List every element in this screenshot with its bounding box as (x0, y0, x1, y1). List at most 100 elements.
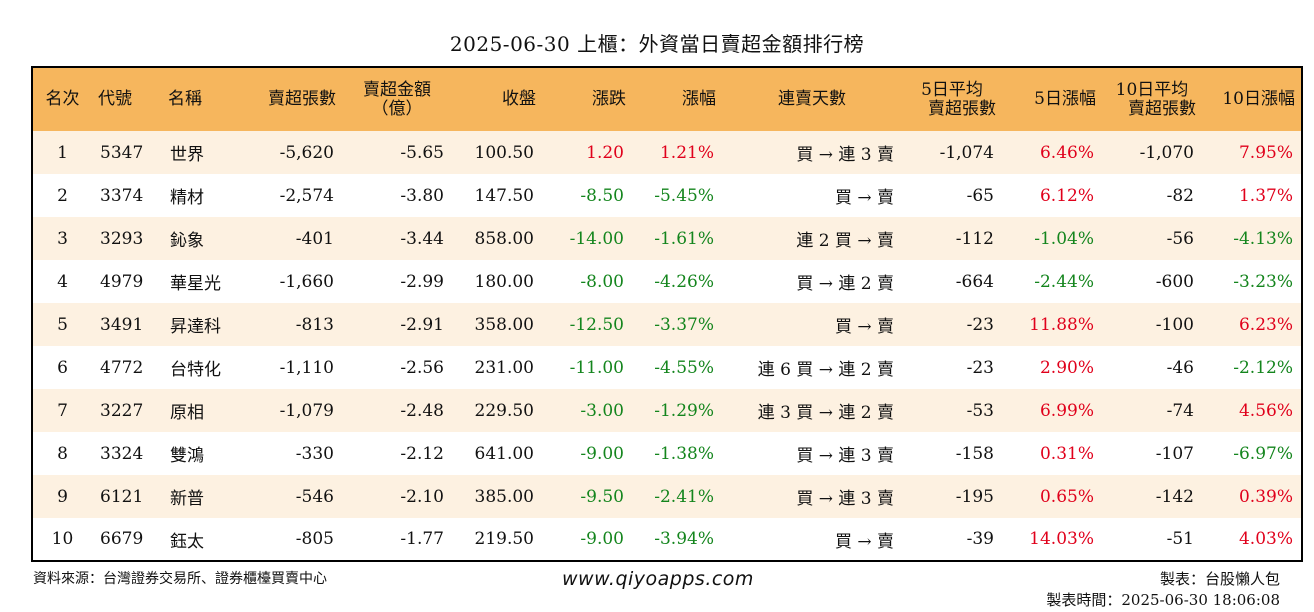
cell-code: 3293 (100, 228, 144, 249)
cell-streak: 買 → 連 3 賣 (796, 489, 894, 509)
cell-pct5: -1.04% (1034, 228, 1094, 249)
cell-sell-shares: -401 (295, 228, 334, 249)
cell-code: 3491 (100, 314, 144, 335)
cell-code: 5347 (100, 142, 144, 163)
cell-sell-amount: -5.65 (400, 142, 444, 163)
header-code: 代號 (98, 89, 132, 109)
cell-streak: 買 → 賣 (834, 531, 894, 552)
cell-streak: 買 → 賣 (834, 188, 894, 208)
cell-code: 6679 (100, 529, 144, 549)
website-link[interactable]: www.qiyoapps.com (562, 568, 754, 590)
cell-rank: 7 (57, 400, 68, 421)
cell-streak: 連 6 買 → 連 2 賣 (757, 360, 894, 380)
cell-change-pct: -3.94% (654, 529, 714, 549)
cell-rank: 3 (57, 228, 68, 249)
cell-close: 180.00 (474, 271, 534, 292)
cell-sell-shares: -805 (295, 529, 334, 549)
cell-change: -11.00 (569, 357, 624, 378)
data-source: 資料來源：台灣證券交易所、證券櫃檯買賣中心 (33, 571, 327, 587)
header-pct10: 10日漲幅 (1222, 89, 1295, 109)
cell-avg10: -46 (1166, 357, 1194, 378)
cell-pct5: 14.03% (1029, 529, 1094, 549)
cell-avg10: -107 (1155, 443, 1194, 464)
table-row: 7 3227 原相 -1,079 -2.48 229.50 -3.00 -1.29% 連 3 買… (32, 389, 1302, 432)
cell-code: 4979 (100, 271, 144, 292)
table-row: 10 6679 鈺太 -805 -1.77 219.50 -9.00 -3.94% 買 → 賣 -… (32, 518, 1302, 561)
cell-close: 100.50 (474, 142, 534, 163)
header-pct5: 5日漲幅 (1034, 89, 1096, 109)
cell-sell-shares: -813 (295, 314, 334, 335)
ranking-table: 名次 代號 名稱 賣超張數 賣超金額 （億） 收盤 漲跌 漲幅 連賣天數 5日平… (31, 66, 1303, 562)
header-avg10-line1: 10日平均 (1115, 79, 1189, 100)
cell-pct5: 6.12% (1039, 185, 1094, 206)
header-sell-shares: 賣超張數 (268, 89, 336, 109)
header-sell-amount-line1: 賣超金額 (363, 79, 431, 100)
cell-avg5: -23 (966, 314, 994, 335)
header-sell-amount-line2: （億） (371, 98, 423, 119)
cell-rank: 6 (57, 357, 68, 378)
cell-pct10: 6.23% (1238, 314, 1293, 335)
cell-avg10: -56 (1166, 228, 1194, 249)
cell-name: 雙鴻 (170, 446, 204, 466)
cell-rank: 9 (57, 486, 68, 507)
cell-streak: 買 → 連 3 賣 (796, 145, 894, 165)
cell-name: 精材 (170, 188, 204, 208)
cell-name: 華星光 (170, 274, 221, 294)
cell-rank: 4 (57, 271, 68, 292)
cell-close: 385.00 (474, 486, 534, 507)
table-row: 1 5347 世界 -5,620 -5.65 100.50 1.20 1.21% 買 → 連 3… (32, 131, 1302, 174)
header-rank: 名次 (45, 89, 80, 109)
cell-sell-amount: -2.48 (400, 400, 444, 421)
cell-avg5: -39 (966, 529, 994, 549)
cell-avg5: -664 (955, 271, 994, 292)
cell-sell-amount: -2.12 (400, 443, 444, 464)
cell-sell-amount: -2.10 (400, 486, 444, 507)
header-close: 收盤 (502, 89, 536, 109)
header-avg10: 10日平均 賣超張數 (1102, 67, 1202, 131)
table-row: 2 3374 精材 -2,574 -3.80 147.50 -8.50 -5.45% 買 → 賣… (32, 174, 1302, 217)
cell-code: 3374 (100, 185, 144, 206)
cell-avg5: -112 (955, 228, 994, 249)
cell-name: 世界 (170, 145, 204, 165)
cell-sell-shares: -1,079 (279, 400, 334, 421)
cell-pct5: 0.31% (1039, 443, 1094, 464)
cell-avg10: -600 (1155, 271, 1194, 292)
header-avg10-line2: 賣超張數 (1128, 98, 1196, 119)
cell-pct10: 1.37% (1238, 185, 1293, 206)
cell-sell-amount: -1.77 (400, 529, 444, 549)
cell-pct10: -4.13% (1233, 228, 1293, 249)
table-row: 3 3293 鈊象 -401 -3.44 858.00 -14.00 -1.61% 連 2 買 … (32, 217, 1302, 260)
cell-code: 3227 (100, 400, 144, 421)
cell-code: 3324 (100, 443, 144, 464)
cell-avg10: -100 (1155, 314, 1194, 335)
cell-sell-shares: -2,574 (279, 185, 334, 206)
cell-pct5: 6.46% (1039, 142, 1094, 163)
table-row: 4 4979 華星光 -1,660 -2.99 180.00 -8.00 -4.26% 買 → … (32, 260, 1302, 303)
table-maker: 製表：台股懶人包 (1159, 570, 1280, 588)
cell-streak: 買 → 連 2 賣 (796, 274, 894, 294)
header-avg5: 5日平均 賣超張數 (902, 67, 1002, 131)
cell-pct5: 11.88% (1029, 314, 1094, 335)
cell-sell-amount: -3.44 (400, 228, 444, 249)
cell-pct10: 4.56% (1238, 400, 1293, 421)
cell-name: 鈊象 (170, 231, 204, 251)
table-row: 5 3491 昇達科 -813 -2.91 358.00 -12.50 -3.37% 買 → 賣… (32, 303, 1302, 346)
cell-change-pct: -3.37% (654, 314, 714, 335)
cell-sell-shares: -330 (295, 443, 334, 464)
cell-avg5: -53 (966, 400, 994, 421)
cell-streak: 買 → 賣 (834, 317, 894, 337)
cell-avg5: -65 (966, 185, 994, 206)
cell-sell-shares: -1,660 (279, 271, 334, 292)
cell-change-pct: -4.55% (654, 357, 714, 378)
table-row: 8 3324 雙鴻 -330 -2.12 641.00 -9.00 -1.38% 買 → 連 3… (32, 432, 1302, 475)
cell-change-pct: -1.38% (654, 443, 714, 464)
header-sell-amount: 賣超金額 （億） (342, 67, 452, 131)
cell-sell-amount: -2.99 (400, 271, 444, 292)
cell-name: 新普 (170, 489, 204, 509)
header-change-pct: 漲幅 (682, 89, 716, 109)
cell-change: 1.20 (586, 142, 624, 163)
header-change: 漲跌 (592, 89, 626, 109)
cell-close: 147.50 (474, 185, 534, 206)
cell-change-pct: -1.29% (654, 400, 714, 421)
table-row: 9 6121 新普 -546 -2.10 385.00 -9.50 -2.41% 買 → 連 3… (32, 475, 1302, 518)
